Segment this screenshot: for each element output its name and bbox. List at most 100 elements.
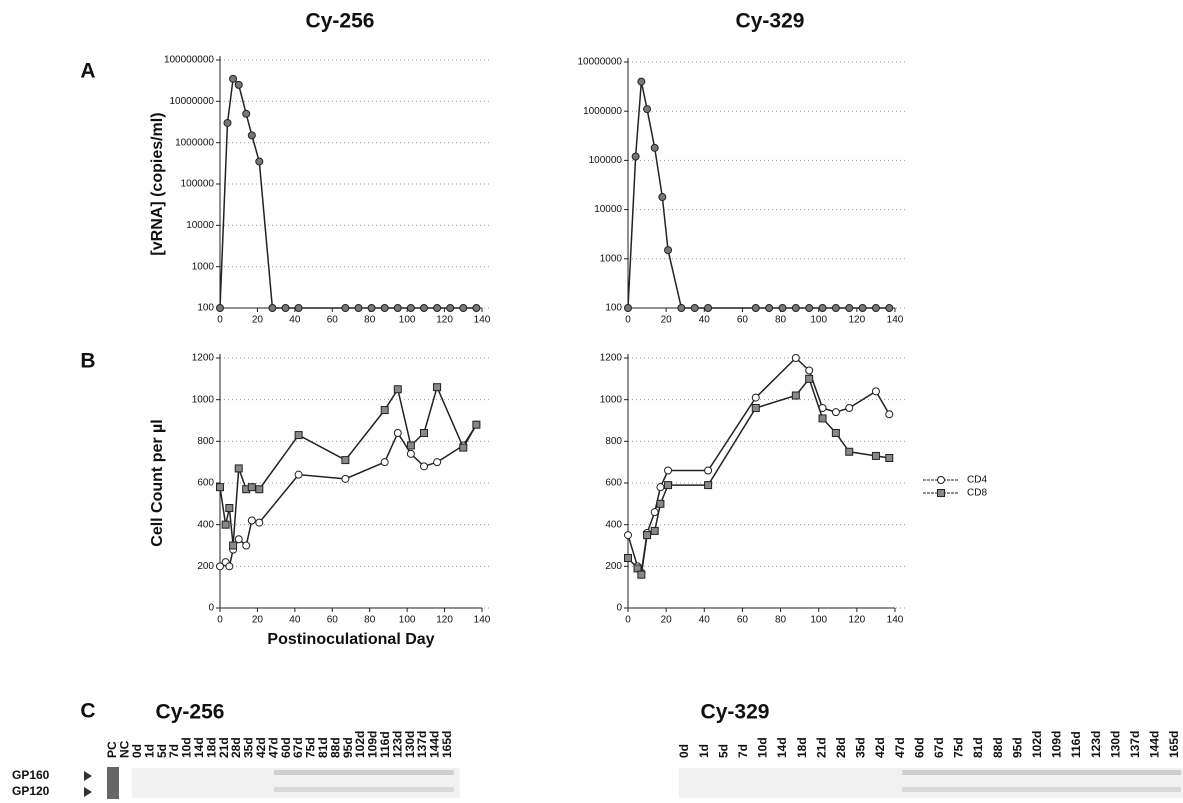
point	[752, 305, 759, 312]
x-tick-label: 20	[252, 315, 264, 326]
point	[248, 132, 255, 139]
point	[295, 305, 302, 312]
point	[872, 388, 879, 395]
x-tick-label: 60	[327, 615, 339, 626]
y-tick-label: 1200	[192, 353, 215, 364]
point	[657, 500, 664, 507]
y-tick-label: 400	[605, 519, 622, 530]
x-tick-label: 100	[399, 615, 416, 626]
x-tick-label: 80	[775, 315, 787, 326]
series-line	[220, 79, 476, 308]
point	[832, 430, 839, 437]
point	[226, 505, 233, 512]
point	[846, 305, 853, 312]
y-axis-label: [vRNA] (copies/ml)	[149, 112, 166, 255]
legend-marker	[938, 477, 945, 484]
lane-label: 14d	[775, 737, 789, 758]
x-tick-label: 120	[436, 615, 453, 626]
point	[625, 532, 632, 539]
y-tick-label: 10000	[186, 220, 214, 231]
lane-label: 18d	[795, 737, 809, 758]
y-tick-label: 100	[605, 303, 622, 314]
point	[651, 509, 658, 516]
point	[355, 305, 362, 312]
lane-label: 60d	[912, 737, 926, 758]
lane-label: 165d	[1167, 731, 1181, 758]
point	[434, 384, 441, 391]
point	[659, 194, 666, 201]
legend-marker	[938, 490, 945, 497]
series-line	[628, 82, 889, 308]
point	[342, 457, 349, 464]
series-line	[628, 358, 889, 573]
lane-label: 35d	[854, 737, 868, 758]
x-tick-label: 20	[661, 315, 673, 326]
point	[342, 475, 349, 482]
point	[381, 305, 388, 312]
lane-label: 109d	[1050, 731, 1064, 758]
point	[460, 305, 467, 312]
point	[886, 305, 893, 312]
point	[678, 305, 685, 312]
point	[460, 444, 467, 451]
point	[256, 486, 263, 493]
column-title: Cy-256	[306, 10, 375, 33]
point	[473, 305, 480, 312]
x-tick-label: 80	[775, 615, 787, 626]
x-tick-label: 140	[887, 315, 904, 326]
point	[394, 386, 401, 393]
point	[420, 430, 427, 437]
x-tick-label: 120	[436, 315, 453, 326]
point	[256, 519, 263, 526]
point	[886, 411, 893, 418]
point	[806, 367, 813, 374]
lane-label: 123d	[1089, 731, 1103, 758]
legend-label: CD4	[967, 475, 987, 486]
point	[269, 305, 276, 312]
point	[638, 78, 645, 85]
point	[256, 158, 263, 165]
point	[792, 305, 799, 312]
point	[832, 305, 839, 312]
x-tick-label: 100	[399, 315, 416, 326]
point	[705, 305, 712, 312]
point	[651, 144, 658, 151]
band-arrow	[84, 787, 92, 797]
point	[691, 305, 698, 312]
x-tick-label: 140	[474, 315, 491, 326]
blot-band	[902, 770, 1181, 775]
band-arrow	[84, 771, 92, 781]
blot-pc-lane	[107, 767, 119, 799]
blot-band	[274, 787, 454, 792]
y-tick-label: 600	[605, 478, 622, 489]
x-tick-label: 40	[289, 615, 301, 626]
point	[752, 394, 759, 401]
x-tick-label: 40	[699, 615, 711, 626]
lane-label: 116d	[1069, 731, 1083, 758]
band-label: GP160	[12, 768, 50, 782]
y-tick-label: 100000000	[164, 55, 214, 66]
point	[407, 450, 414, 457]
x-tick-label: 0	[625, 315, 631, 326]
point	[222, 521, 229, 528]
point	[886, 455, 893, 462]
point	[779, 305, 786, 312]
lane-label: 75d	[952, 737, 966, 758]
point	[832, 409, 839, 416]
lane-label: 67d	[932, 737, 946, 758]
point	[243, 542, 250, 549]
blot-title: Cy-329	[701, 701, 770, 724]
lane-label: 144d	[1148, 731, 1162, 758]
point	[420, 305, 427, 312]
lane-label: 47d	[893, 737, 907, 758]
panel-letter: A	[80, 60, 95, 83]
point	[766, 305, 773, 312]
point	[638, 571, 645, 578]
x-tick-label: 80	[364, 615, 376, 626]
point	[665, 467, 672, 474]
point	[859, 305, 866, 312]
y-tick-label: 1000	[600, 253, 623, 264]
lane-label: 5d	[716, 744, 730, 758]
x-tick-label: 120	[849, 615, 866, 626]
point	[434, 459, 441, 466]
